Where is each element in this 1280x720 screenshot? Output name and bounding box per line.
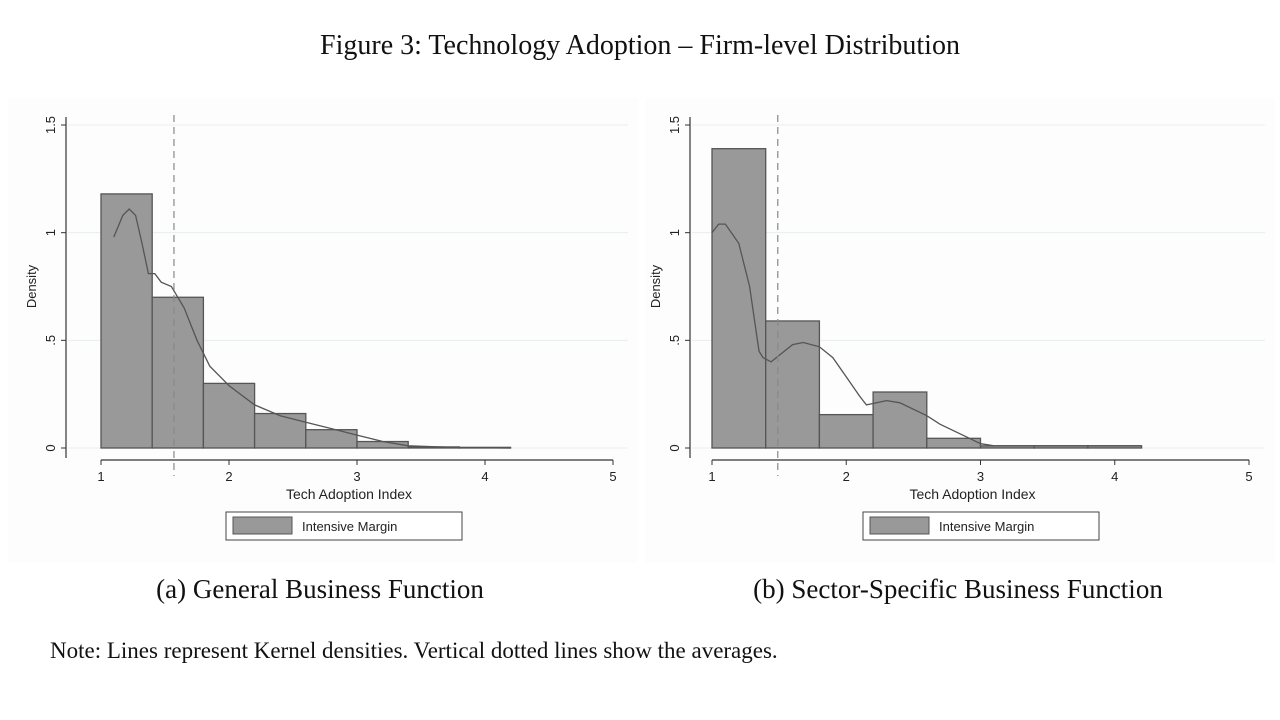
kernel-density-line (113, 208, 511, 449)
x-tick-label: 2 (225, 469, 232, 484)
x-tick-label: 4 (481, 469, 488, 484)
histogram-bar (765, 320, 821, 449)
x-axis-label: Tech Adoption Index (909, 486, 1035, 502)
figure-note: Note: Lines represent Kernel densities. … (50, 638, 778, 663)
y-tick-label: 0 (43, 444, 58, 451)
x-tick-label: 1 (97, 469, 104, 484)
histogram-bar (253, 412, 307, 449)
x-tick-label: 3 (353, 469, 360, 484)
legend-swatch (232, 516, 293, 535)
y-axis-label: Density (648, 264, 663, 308)
y-axis-label: Density (24, 264, 39, 308)
y-tick-label: 1 (43, 229, 58, 236)
histogram-bar (711, 148, 767, 449)
x-tick-label: 1 (708, 469, 715, 484)
caption-a: (a) General Business Function (156, 574, 484, 604)
histogram-bar (305, 429, 358, 449)
x-tick-label: 3 (977, 469, 984, 484)
x-axis-label: Tech Adoption Index (286, 486, 412, 502)
y-tick-label: .5 (667, 335, 682, 346)
x-tick-label: 2 (843, 469, 850, 484)
legend-swatch (869, 516, 930, 535)
y-tick-label: .5 (43, 335, 58, 346)
x-tick-label: 5 (609, 469, 616, 484)
y-tick-label: 1.5 (43, 116, 58, 134)
legend-label: Intensive Margin (302, 519, 397, 534)
y-tick-label: 1 (667, 229, 682, 236)
x-tick-label: 4 (1111, 469, 1118, 484)
y-tick-label: 0 (667, 444, 682, 451)
histogram-panel-a: 0 .5 1 1.5 Density 1 2 3 4 5 Tech Adoption Index In… (8, 98, 638, 563)
histogram-b-svg: 0 .5 1 1.5 Density 1 2 3 4 5 Tech Adoption Index In… (648, 115, 1265, 541)
histogram-bar (151, 296, 205, 449)
figure-title: Figure 3: Technology Adoption – Firm-lev… (320, 30, 960, 61)
caption-b: (b) Sector-Specific Business Function (753, 574, 1163, 604)
histogram-bar (818, 413, 874, 449)
histogram-bar (202, 382, 256, 449)
kernel-density-line (711, 223, 1142, 447)
histogram-a-svg: 0 .5 1 1.5 Density 1 2 3 4 5 Tech Adoption Index In… (24, 115, 628, 541)
histogram-panel-b: 0 .5 1 1.5 Density 1 2 3 4 5 Tech Adoption Index In… (645, 98, 1275, 563)
legend-label: Intensive Margin (939, 519, 1034, 534)
histogram-bar (100, 193, 153, 449)
y-tick-label: 1.5 (667, 116, 682, 134)
x-tick-label: 5 (1245, 469, 1252, 484)
histogram-bar (872, 391, 928, 449)
